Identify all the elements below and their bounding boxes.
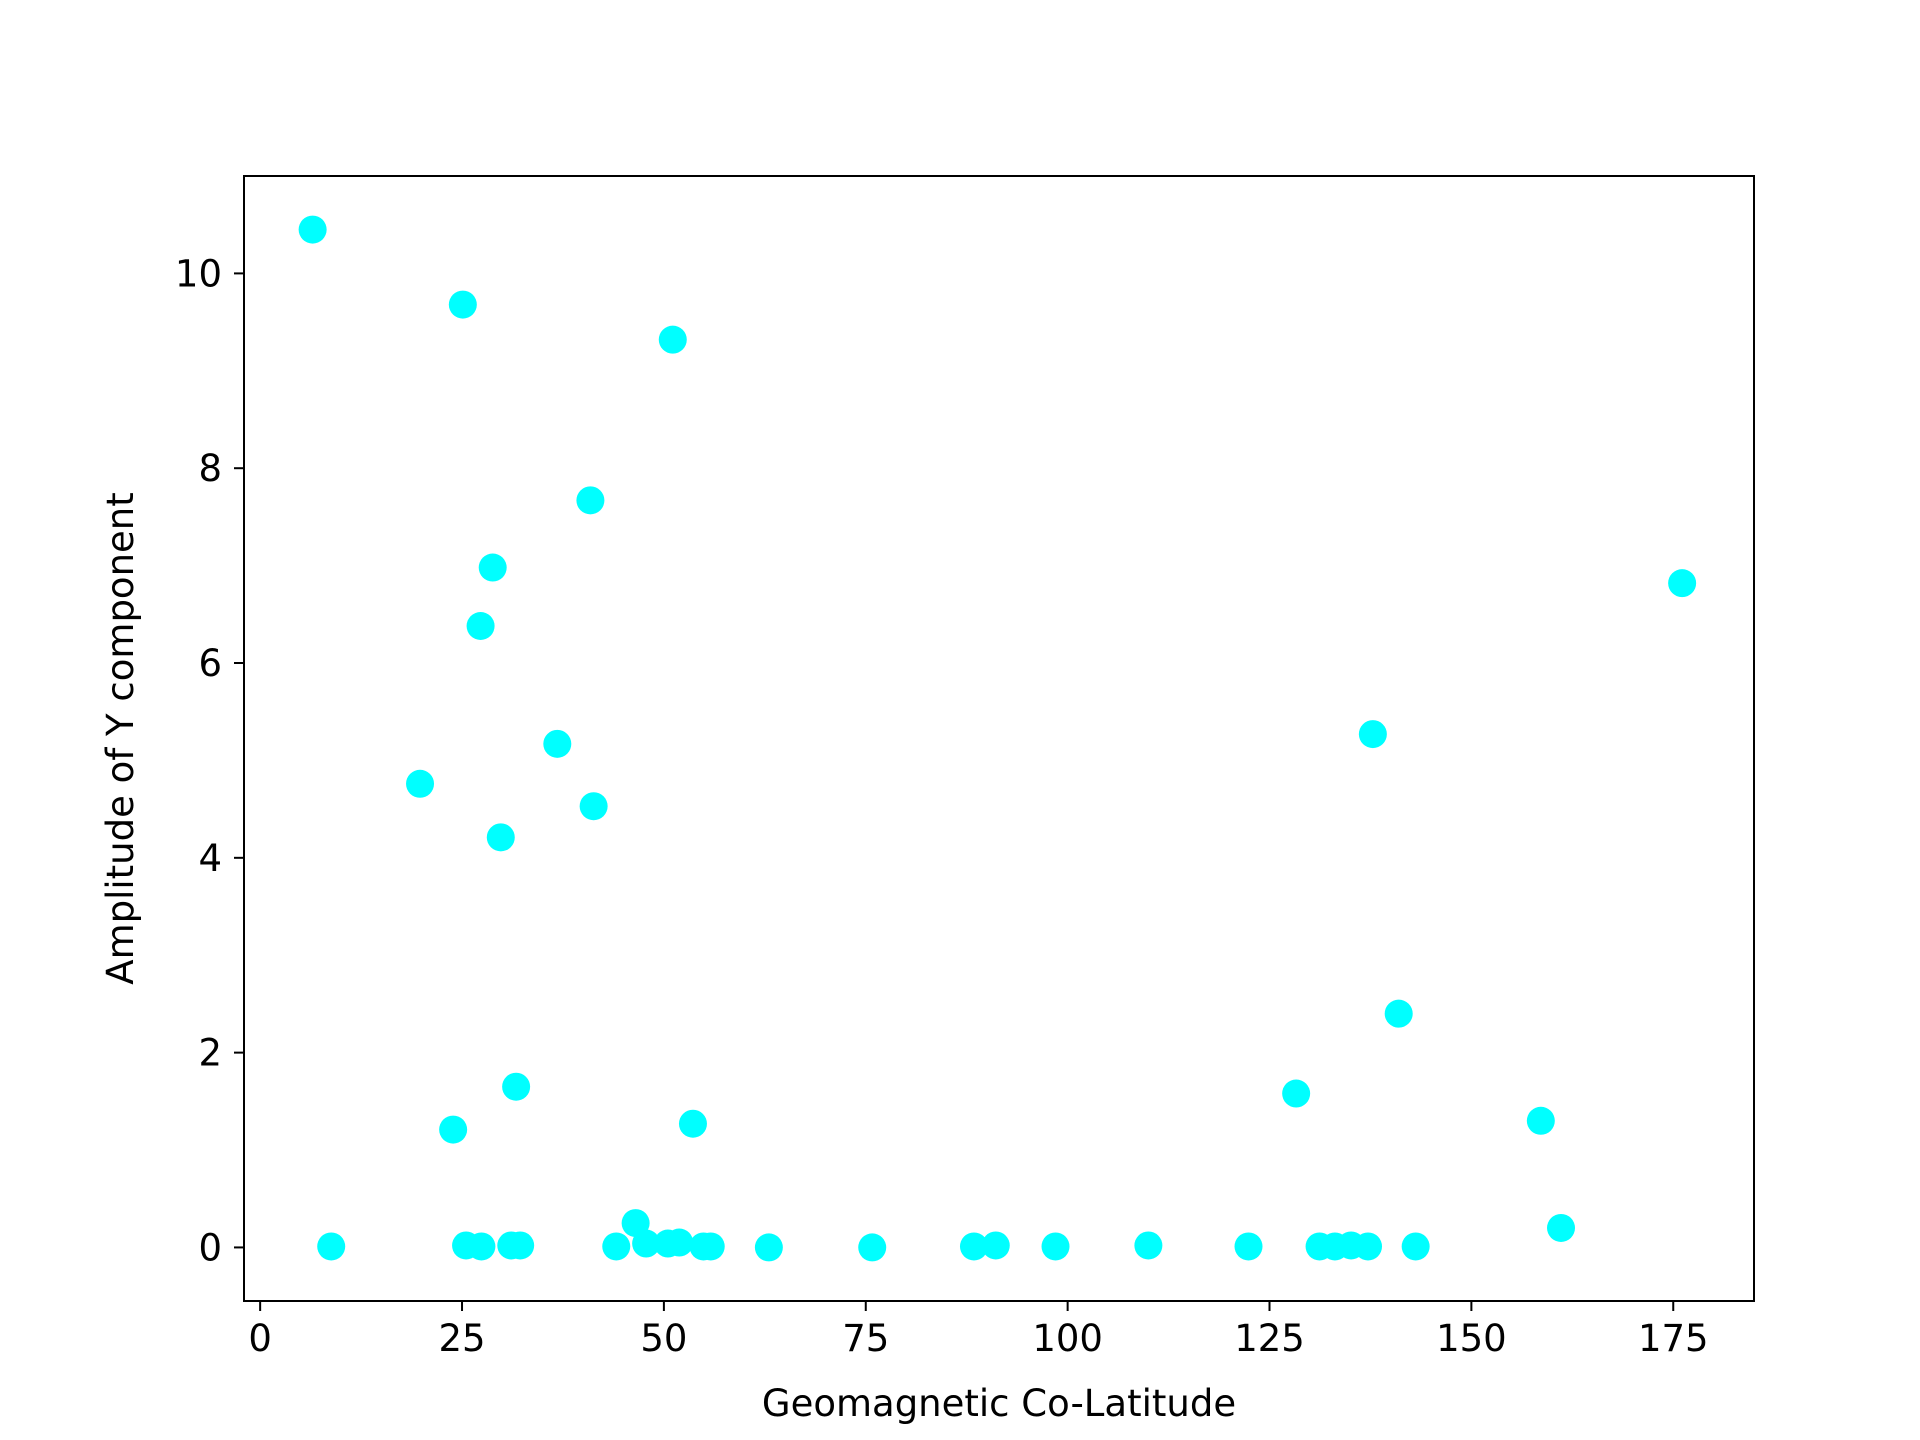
data-point [506,1231,535,1260]
data-point [439,1115,468,1144]
y-tick-label: 6 [198,642,222,685]
data-point [696,1232,725,1261]
data-point [1547,1213,1576,1242]
x-tick-label: 100 [1032,1317,1103,1360]
data-points [298,215,1697,1262]
data-point [658,325,687,354]
data-point [478,553,507,582]
x-tick-label: 25 [438,1317,485,1360]
data-point [1354,1232,1383,1261]
data-point [1282,1079,1311,1108]
x-axis-ticks: 0 25 50 75 100 125 150 175 [248,1301,1709,1360]
x-tick-label: 175 [1638,1317,1709,1360]
data-point [502,1072,531,1101]
y-tick-label: 4 [198,837,222,880]
x-tick-label: 0 [248,1317,272,1360]
y-axis-ticks: 0 2 4 6 8 10 [175,252,244,1269]
data-point [1668,569,1697,598]
data-point [406,769,435,798]
data-point [959,1232,988,1261]
data-point [543,729,572,758]
data-point [298,215,327,244]
x-tick-label: 125 [1234,1317,1305,1360]
y-tick-label: 10 [175,252,222,295]
data-point [1234,1232,1263,1261]
x-axis-label: Geomagnetic Co-Latitude [762,1382,1236,1425]
data-point [665,1228,694,1257]
data-point [678,1109,707,1138]
data-point [466,612,495,640]
data-point [579,792,608,821]
data-point [754,1233,783,1262]
x-tick-label: 50 [640,1317,687,1360]
data-point [602,1232,631,1261]
y-tick-label: 2 [198,1032,222,1075]
x-tick-label: 150 [1436,1317,1507,1360]
data-point [981,1231,1010,1260]
y-tick-label: 8 [198,447,222,490]
data-point [632,1229,661,1258]
data-point [1134,1231,1163,1260]
data-point [576,486,605,515]
data-point [1041,1232,1070,1261]
data-point [317,1232,346,1261]
data-point [448,290,477,319]
data-point [858,1233,887,1262]
data-point [1384,999,1413,1028]
y-tick-label: 0 [198,1226,222,1269]
x-tick-label: 75 [842,1317,889,1360]
data-point [467,1232,496,1261]
data-point [1358,720,1387,749]
data-point [486,823,515,852]
data-point [1401,1232,1430,1261]
data-point [1526,1106,1555,1135]
plot-area-frame [243,175,1755,1302]
y-axis-label: Amplitude of Y component [99,492,142,984]
